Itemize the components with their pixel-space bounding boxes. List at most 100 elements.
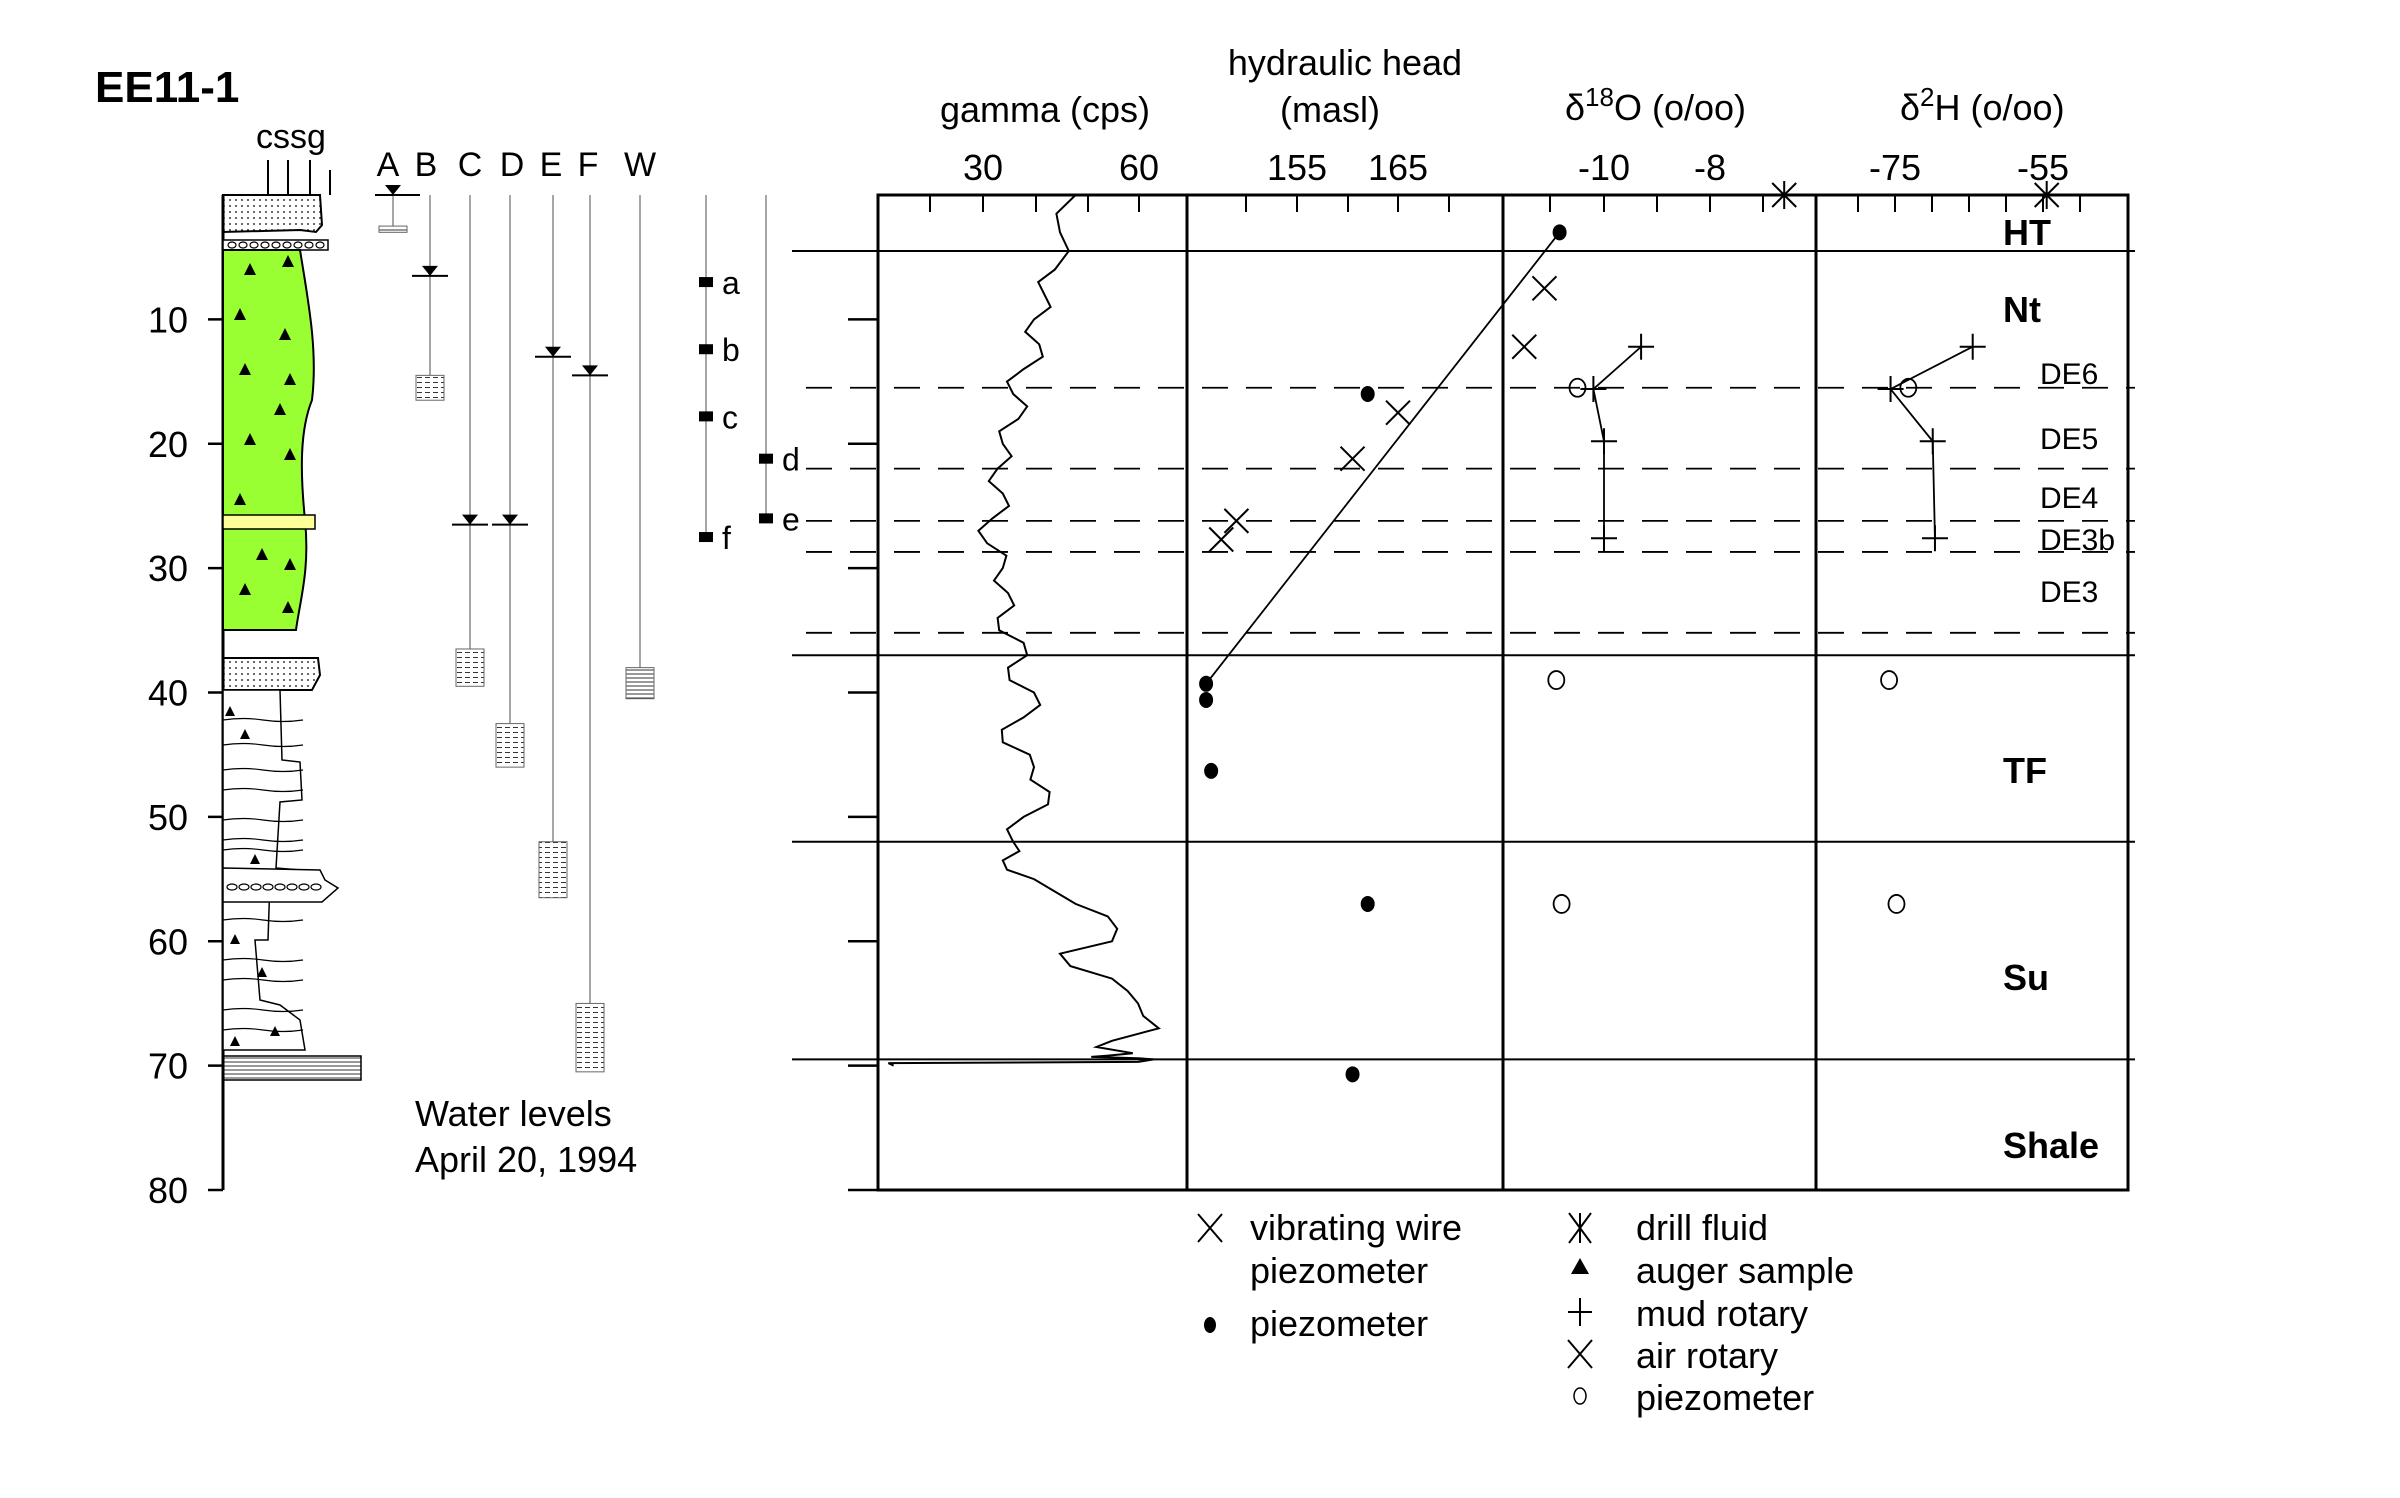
piezometer-screen (378, 225, 408, 233)
head-title-line2: (masl) (1280, 89, 1380, 130)
sample-marker-d (759, 453, 773, 464)
lithology-gravel-lower (222, 867, 340, 903)
legend-head: vibrating wire piezometer piezometer (1197, 1207, 1462, 1344)
lower-clast (230, 934, 240, 944)
subunit-label-de3b: DE3b (2040, 524, 2115, 557)
sample-label-d: d (782, 442, 800, 478)
lower-clast (230, 1036, 240, 1046)
till-clast (244, 433, 256, 445)
lithology-header: cssg (256, 118, 326, 156)
lithology-sand-lower (222, 657, 322, 691)
till-clast (284, 373, 296, 385)
unit-label-ht: HT (2003, 212, 2051, 253)
legend-drill-fluid-symbol (1568, 1212, 1592, 1244)
gravel-clast (282, 241, 292, 249)
head-piezo-point (1552, 224, 1567, 241)
lithology-bedding (222, 706, 322, 1046)
till-clast (244, 263, 256, 275)
gamma-tick-60: 60 (1119, 147, 1159, 188)
lithology-shale (222, 1055, 362, 1081)
till-clast (282, 255, 294, 267)
legend-head-piezo-label: piezometer (1250, 1303, 1428, 1344)
d2h-mud-point (1921, 525, 1948, 552)
legend-drill-fluid-label: drill fluid (1636, 1207, 1768, 1248)
gravel-clast (298, 883, 310, 891)
legend-mud-rotary-label: mud rotary (1636, 1293, 1808, 1334)
gravel-clast (249, 241, 259, 249)
bedding-line (222, 717, 304, 723)
gravel-clast (260, 241, 270, 249)
d18o-title: δ18O (o/oo) (1565, 82, 1746, 128)
d2h-tick--75: -75 (1869, 147, 1921, 188)
d2h-title: δ2H (o/oo) (1900, 82, 2065, 128)
bedding-line (222, 957, 304, 963)
depth-tick-label-70: 70 (148, 1046, 188, 1087)
d2h-mud-point (1919, 428, 1946, 455)
gravel-clast (286, 883, 298, 891)
d18o-tick--8: -8 (1694, 147, 1726, 188)
sample-label-c: c (722, 399, 738, 435)
water-level-marker (502, 514, 518, 525)
head-title-line1: hydraulic head (1228, 42, 1462, 83)
head-vw-point (1511, 334, 1537, 360)
piezometer-screen (538, 841, 568, 899)
d2h-mud-point (1877, 376, 1904, 403)
legend-isotope: drill fluid auger sample mud rotary air … (1567, 1207, 1854, 1418)
lithology-sand-lens (222, 514, 316, 530)
depth-tick-label-20: 20 (148, 424, 188, 465)
water-level-marker (462, 514, 478, 525)
sample-marker-c (699, 411, 713, 422)
panel-top-ticks (929, 195, 2081, 212)
head-piezo-point (1199, 675, 1214, 692)
isotope-marks (1547, 181, 2060, 914)
gamma-series-line (887, 194, 1161, 1067)
d2h-piezo-point (1887, 894, 1906, 914)
d2h-tick--55: -55 (2017, 147, 2069, 188)
piezometer-screen (495, 723, 525, 768)
unit-label-tf: TF (2003, 750, 2047, 791)
till-clast (282, 601, 294, 613)
unit-label-shale: Shale (2003, 1125, 2099, 1166)
subunit-label-de6: DE6 (2040, 358, 2098, 391)
water-levels-date: April 20, 1994 (415, 1139, 637, 1180)
lower-clast (240, 729, 250, 739)
head-vw-point (1208, 526, 1234, 553)
sample-marker-e (759, 513, 773, 524)
d2h-piezo-point (1899, 377, 1918, 398)
subunit-label-de5: DE5 (2040, 423, 2098, 456)
water-level-marker (422, 265, 438, 276)
depth-tick-label-60: 60 (148, 921, 188, 962)
gravel-clast (304, 241, 314, 249)
unit-label-su: Su (2003, 957, 2049, 998)
d18o-mud-point (1591, 525, 1617, 552)
depth-tick-label-10: 10 (148, 299, 188, 340)
head-tick-155: 155 (1267, 147, 1327, 188)
piezometer-letter-a: A (377, 146, 400, 184)
piezometer-letter-d: D (500, 146, 525, 184)
lower-clast (257, 967, 267, 977)
legend-head-vw-label-1: vibrating wire (1250, 1207, 1462, 1248)
d18o-tick--10: -10 (1578, 147, 1630, 188)
head-piezo-point (1345, 1066, 1360, 1083)
lithology-column (222, 160, 362, 1081)
till-clast (256, 548, 268, 560)
piezometer-letter-f: F (578, 146, 599, 184)
sample-markers: abc de f (699, 195, 800, 556)
bedding-line (222, 837, 304, 843)
bedding-line (222, 1007, 304, 1013)
legend-air-rotary-symbol (1567, 1339, 1593, 1369)
lithology-sand-top (222, 194, 324, 234)
depth-tick-label-80: 80 (148, 1170, 188, 1211)
bedding-line (222, 767, 304, 773)
legend-auger-symbol (1571, 1258, 1589, 1274)
water-level-marker (545, 346, 561, 357)
till-clast (239, 583, 251, 595)
bedding-line (222, 1027, 304, 1033)
piezometer-screen (575, 1002, 605, 1073)
d18o-drill-fluid-point (1771, 181, 1797, 209)
till-clast (284, 448, 296, 460)
depth-axis: 10 20 30 40 50 60 70 80 (148, 195, 225, 1211)
d2h-piezo-point (1880, 670, 1898, 690)
head-marks (1199, 224, 1567, 1083)
sample-label-a: a (722, 265, 740, 301)
